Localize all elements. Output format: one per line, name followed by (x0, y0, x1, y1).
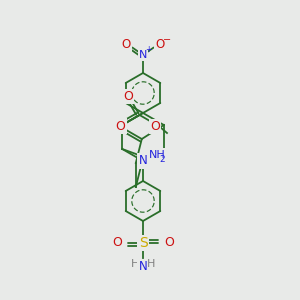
Text: O: O (164, 236, 174, 250)
Text: N: N (139, 50, 147, 60)
Text: O: O (122, 38, 131, 51)
Text: O: O (116, 119, 125, 133)
Text: O: O (112, 236, 122, 250)
Text: N: N (139, 154, 147, 167)
Text: O: O (155, 38, 165, 51)
Text: −: − (163, 35, 171, 45)
Text: O: O (150, 120, 160, 133)
Text: NH: NH (149, 149, 166, 160)
Text: +: + (145, 46, 151, 55)
Text: N: N (139, 260, 147, 274)
Text: 2: 2 (159, 155, 164, 164)
Text: H: H (147, 259, 155, 269)
Text: O: O (123, 90, 133, 103)
Text: S: S (139, 236, 147, 250)
Text: H: H (131, 259, 139, 269)
